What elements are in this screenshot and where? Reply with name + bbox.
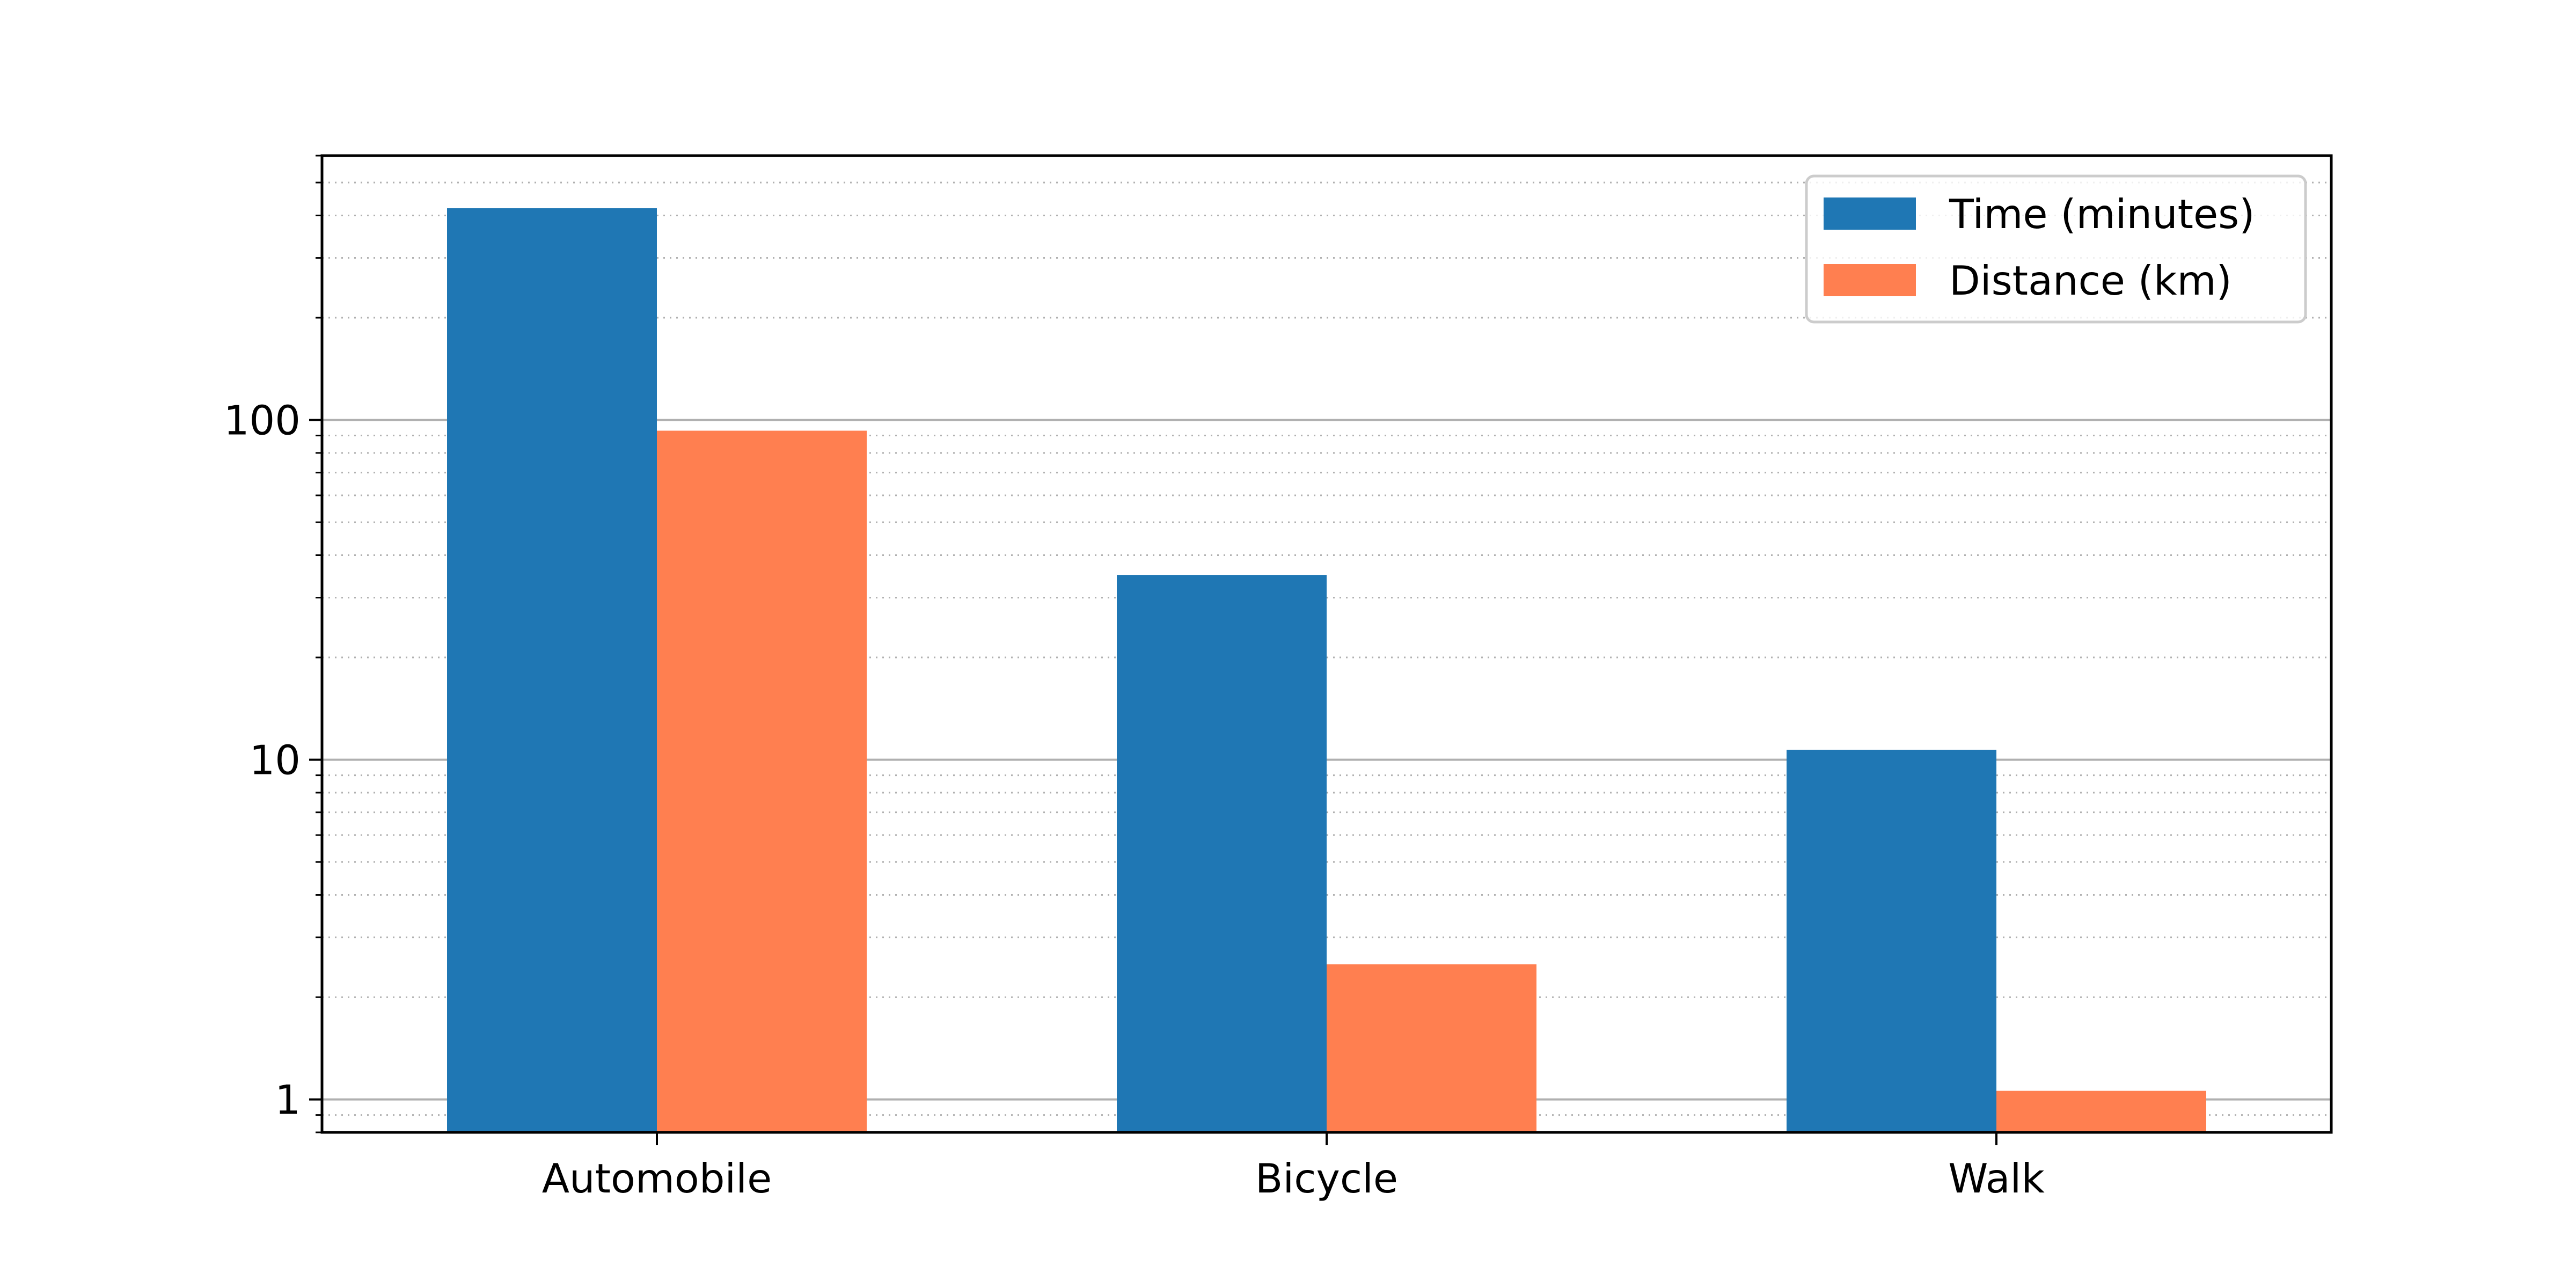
bar-distance-km-bicycle xyxy=(1327,964,1536,1132)
x-axis: Automobile Bicycle Walk xyxy=(542,1132,2045,1202)
legend-box xyxy=(1805,174,2307,324)
legend-label: Distance (km) xyxy=(1949,257,2232,304)
x-tick-label: Bicycle xyxy=(1255,1155,1398,1202)
bar-time-minutes-bicycle xyxy=(1117,575,1327,1132)
y-axis: 1 10 100 xyxy=(224,155,322,1133)
y-tick-label: 1 xyxy=(275,1077,301,1124)
bar-distance-km-automobile xyxy=(657,430,867,1132)
legend-swatch xyxy=(1824,197,1916,230)
legend-label: Time (minutes) xyxy=(1949,191,2255,238)
y-tick-label: 10 xyxy=(250,737,301,784)
legend-swatch xyxy=(1824,264,1916,296)
x-tick-label: Walk xyxy=(1948,1155,2045,1202)
bar-time-minutes-walk xyxy=(1787,750,1996,1132)
bar-distance-km-walk xyxy=(1996,1091,2206,1132)
x-tick-label: Automobile xyxy=(542,1155,772,1202)
bar-time-minutes-automobile xyxy=(447,208,657,1132)
bars xyxy=(447,208,2206,1132)
y-tick-label: 100 xyxy=(224,397,301,444)
legend: Time (minutes) Distance (km) xyxy=(1805,174,2307,324)
